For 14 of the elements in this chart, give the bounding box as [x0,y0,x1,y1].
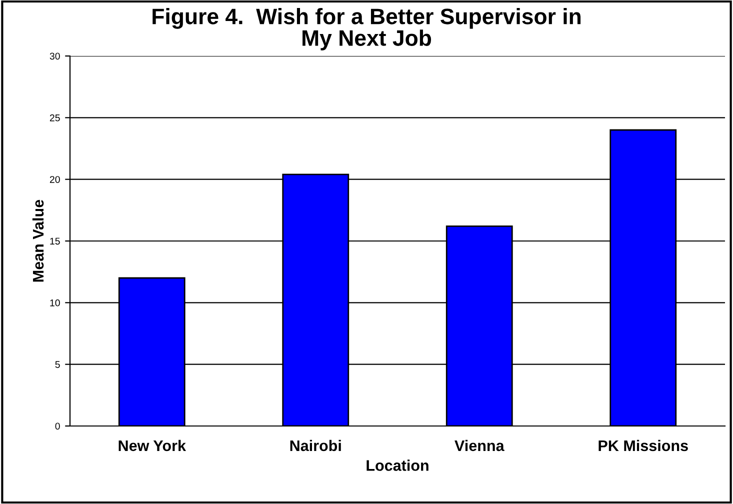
y-tick-label: 0 [55,422,60,430]
x-tick-label: Nairobi [290,440,341,452]
x-tick-label: PK Missions [598,440,688,452]
y-tick-label: 15 [50,238,60,245]
y-tick-label: 30 [50,52,60,60]
chart-title: Figure 4. Wish for a Better Supervisor in My Next Job [152,8,581,50]
x-tick-label: New York [118,440,186,452]
y-tick-label: 25 [50,114,60,122]
x-tick-label: Vienna [454,440,504,452]
y-axis-title: Mean Value [32,200,44,282]
x-axis-title: Location [366,460,428,471]
y-tick-label: 20 [50,176,60,183]
y-tick-label: 5 [55,361,60,368]
y-tick-label: 10 [50,299,60,306]
